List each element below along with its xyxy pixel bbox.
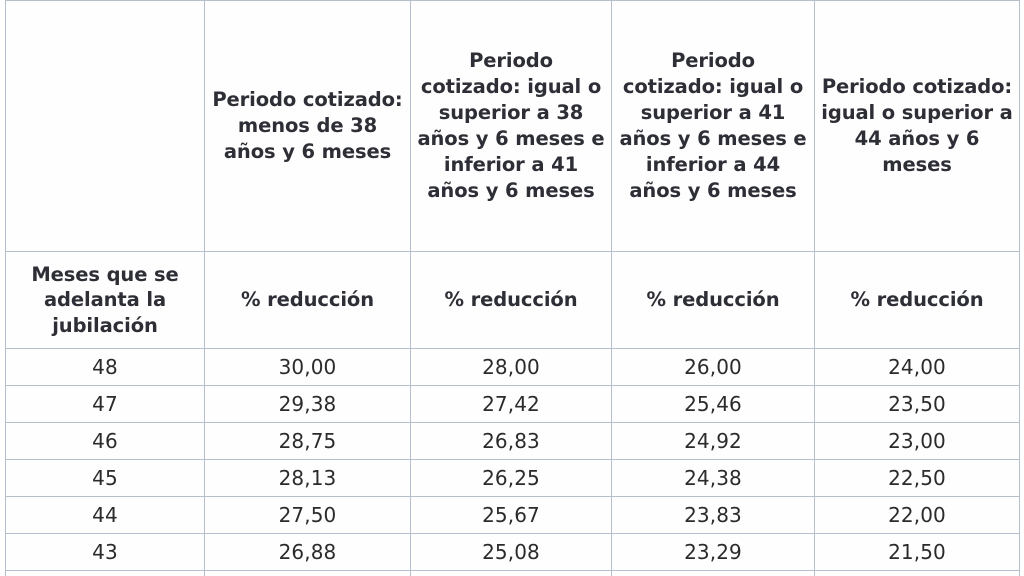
- cell-reduccion-2: 28,00: [410, 348, 612, 386]
- table-body: 48 30,00 28,00 26,00 24,00 47 29,38 27,4…: [5, 348, 1020, 576]
- table-row: 45 28,13 26,25 24,38 22,50: [5, 459, 1020, 497]
- cell-reduccion-3: 24,92: [611, 422, 815, 460]
- header-cell-porcentaje-reduccion-1: % reducción: [204, 251, 411, 349]
- table-row: 44 27,50 25,67 23,83 22,00: [5, 496, 1020, 534]
- cell-reduccion-4: 22,00: [814, 496, 1020, 534]
- cell-reduccion-3: 23,83: [611, 496, 815, 534]
- cell-reduccion-4: 22,50: [814, 459, 1020, 497]
- cell-meses: 45: [5, 459, 205, 497]
- cell-meses: 47: [5, 385, 205, 423]
- cell-reduccion-2: 25,67: [410, 496, 612, 534]
- cell-reduccion-2: 25,08: [410, 533, 612, 571]
- table-row-truncated: [5, 570, 1020, 576]
- header-cell-periodo-38-a-41: Periodo cotizado: igual o superior a 38 …: [410, 0, 612, 252]
- cell-reduccion-4: [814, 570, 1020, 576]
- table-row: 47 29,38 27,42 25,46 23,50: [5, 385, 1020, 423]
- cell-reduccion-1: 26,88: [204, 533, 411, 571]
- cell-reduccion-4: 23,50: [814, 385, 1020, 423]
- header-row-subheaders: Meses que se adelanta la jubilación % re…: [5, 251, 1020, 349]
- cell-reduccion-3: 24,38: [611, 459, 815, 497]
- cell-reduccion-1: 27,50: [204, 496, 411, 534]
- cell-meses: 43: [5, 533, 205, 571]
- table-row: 43 26,88 25,08 23,29 21,50: [5, 533, 1020, 571]
- cell-reduccion-3: [611, 570, 815, 576]
- cell-reduccion-3: 26,00: [611, 348, 815, 386]
- header-cell-porcentaje-reduccion-2: % reducción: [410, 251, 612, 349]
- cell-reduccion-4: 23,00: [814, 422, 1020, 460]
- cell-reduccion-3: 25,46: [611, 385, 815, 423]
- cell-reduccion-4: 24,00: [814, 348, 1020, 386]
- cell-reduccion-4: 21,50: [814, 533, 1020, 571]
- header-cell-corner-blank: [5, 0, 205, 252]
- header-cell-porcentaje-reduccion-3: % reducción: [611, 251, 815, 349]
- cell-reduccion-2: 26,83: [410, 422, 612, 460]
- cell-reduccion-2: 27,42: [410, 385, 612, 423]
- cell-reduccion-1: 30,00: [204, 348, 411, 386]
- header-cell-porcentaje-reduccion-4: % reducción: [814, 251, 1020, 349]
- cell-meses: 44: [5, 496, 205, 534]
- table-row: 46 28,75 26,83 24,92 23,00: [5, 422, 1020, 460]
- pension-reduction-table: Periodo cotizado: menos de 38 años y 6 m…: [5, 0, 1020, 576]
- cell-reduccion-2: 26,25: [410, 459, 612, 497]
- header-cell-meses-adelanta: Meses que se adelanta la jubilación: [5, 251, 205, 349]
- header-cell-periodo-menos-38: Periodo cotizado: menos de 38 años y 6 m…: [204, 0, 411, 252]
- header-row-periodo-cotizado: Periodo cotizado: menos de 38 años y 6 m…: [5, 0, 1020, 252]
- cell-meses: 46: [5, 422, 205, 460]
- cell-meses: 48: [5, 348, 205, 386]
- cell-meses: [5, 570, 205, 576]
- cell-reduccion-2: [410, 570, 612, 576]
- cell-reduccion-1: 28,75: [204, 422, 411, 460]
- cell-reduccion-1: 28,13: [204, 459, 411, 497]
- table-header: Periodo cotizado: menos de 38 años y 6 m…: [5, 0, 1020, 349]
- header-cell-periodo-44-o-mas: Periodo cotizado: igual o superior a 44 …: [814, 0, 1020, 252]
- table-row: 48 30,00 28,00 26,00 24,00: [5, 348, 1020, 386]
- cell-reduccion-1: [204, 570, 411, 576]
- header-cell-periodo-41-a-44: Periodo cotizado: igual o superior a 41 …: [611, 0, 815, 252]
- cell-reduccion-3: 23,29: [611, 533, 815, 571]
- cell-reduccion-1: 29,38: [204, 385, 411, 423]
